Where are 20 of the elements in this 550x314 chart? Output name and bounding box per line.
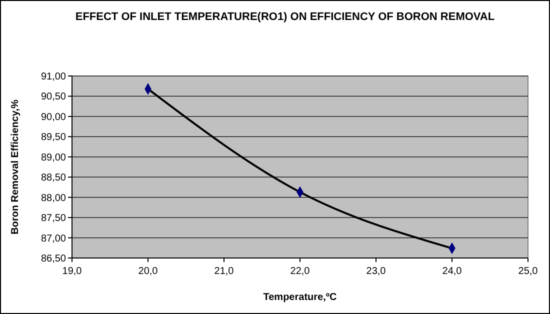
x-tick-label: 23,0	[366, 266, 386, 277]
y-tick-label: 90,00	[40, 112, 66, 123]
y-axis-title: Boron Removal Efficiency,%	[10, 99, 21, 234]
x-tick-label: 24,0	[442, 266, 462, 277]
y-tick-label: 89,50	[40, 132, 66, 144]
y-tick-label: 91,00	[40, 72, 66, 82]
x-tick-label: 19,0	[62, 266, 82, 277]
y-tick-label: 86,50	[40, 254, 66, 264]
y-tick-label: 90,50	[40, 92, 66, 103]
x-axis-title: Temperature,ºC	[263, 292, 337, 303]
y-tick-label: 89,00	[40, 152, 66, 164]
x-tick-label: 20,0	[138, 266, 158, 277]
x-tick-label: 21,0	[214, 266, 234, 277]
y-tick-label: 87,50	[40, 213, 66, 224]
chart-title: EFFECT OF INLET TEMPERATURE(RO1) ON EFFICIENCY OF BORON REMOVAL	[75, 11, 495, 23]
x-tick-label: 22,0	[290, 266, 310, 277]
y-tick-label: 87,00	[40, 233, 66, 244]
y-tick-label: 88,50	[40, 172, 66, 184]
y-tick-label: 88,00	[40, 192, 66, 204]
x-tick-label: 25,0	[518, 266, 538, 277]
